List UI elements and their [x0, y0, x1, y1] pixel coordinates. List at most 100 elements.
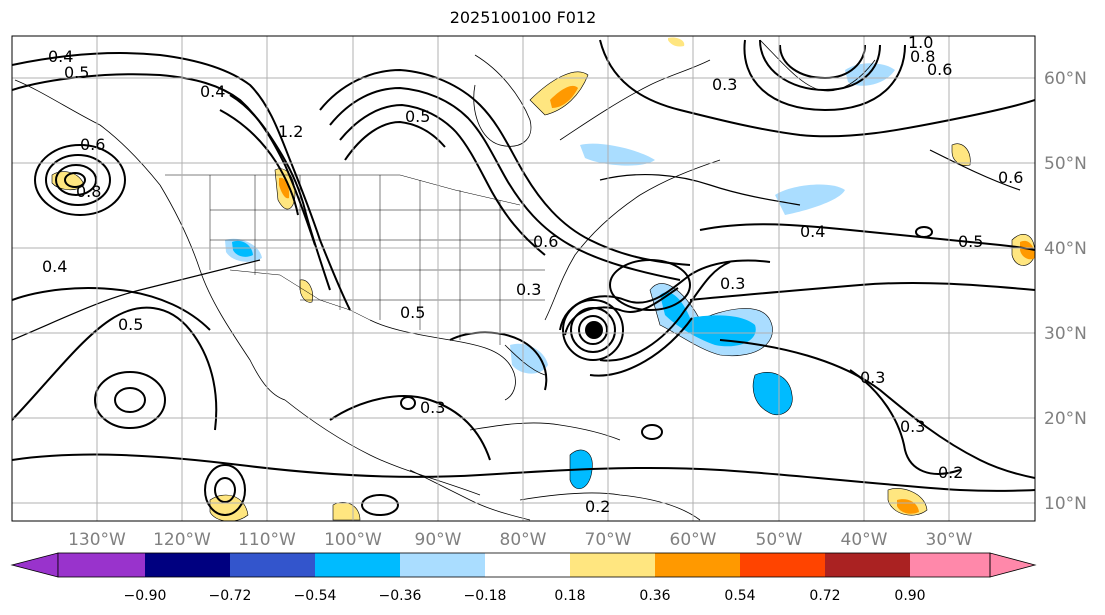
border-states-3: [419, 180, 501, 345]
contour-thin-2: [599, 173, 801, 206]
contour-pac-low-1: [114, 387, 146, 413]
colorbar-tick-label: 0.36: [639, 588, 670, 604]
contour-hurricane-eye-2: [570, 307, 616, 353]
contour-label: 0.5: [400, 303, 425, 322]
contour-label: 0.4: [800, 222, 825, 241]
lon-label-50w: 50°W: [756, 530, 803, 550]
shade-yellow-europe: [951, 143, 971, 166]
lon-label-120w: 120°W: [153, 530, 211, 550]
colorbar-tick-label: −0.72: [209, 588, 252, 604]
contour-label: 1.2: [278, 122, 303, 141]
colorbar-segment: [145, 553, 230, 577]
contour-small-4: [361, 494, 399, 516]
colorbar: [10, 552, 1037, 578]
contour-alaska-low-1: [34, 144, 126, 216]
contour-ridge-3: [339, 103, 546, 256]
colorbar-segment: [400, 553, 485, 577]
contour-hurricane-ext-1: [599, 261, 731, 362]
map-title: 2025100100 F012: [449, 8, 597, 27]
contour-label: 0.5: [118, 315, 143, 334]
contour-pac-south-1: [204, 464, 246, 516]
shade-cyan-mexico: [232, 240, 253, 257]
coastlines: [14, 39, 876, 521]
colorbar-ticks: −0.90 −0.72 −0.54 −0.36 −0.18 0.18 0.36 …: [124, 588, 926, 604]
colorbar-tick-label: 0.72: [809, 588, 840, 604]
graticule: [12, 36, 1035, 521]
contour-label: 0.2: [938, 463, 963, 482]
contour-label: 0.6: [998, 168, 1023, 187]
colorbar-segment: [655, 553, 740, 577]
contour-label: 0.6: [533, 232, 558, 251]
shade-blue-gulf: [510, 343, 548, 374]
contour-thin-3: [929, 149, 1021, 191]
coast-gulf: [369, 319, 516, 401]
contour-label: 0.3: [860, 368, 885, 387]
contour-south-1: [12, 453, 1035, 492]
contour-small-1: [400, 396, 416, 410]
colorbar-extend-low: [10, 552, 59, 578]
colorbar-segment: [825, 553, 910, 577]
colorbar-tick-label: 0.18: [554, 588, 585, 604]
contour-pac-low-2: [94, 371, 166, 429]
contour-alaska-low-2: [45, 154, 111, 206]
shade-yellow-alaska: [51, 171, 85, 191]
colorbar-tick-label: −0.90: [124, 588, 167, 604]
coast-alaska: [14, 79, 161, 186]
shade-yellow-baja: [299, 279, 313, 303]
contour-small-2: [915, 226, 933, 238]
lon-label-60w: 60°W: [670, 530, 717, 550]
shade-orange-eastatl: [1020, 240, 1035, 260]
colorbar-segment: [58, 553, 145, 577]
contour-lines-thin: [12, 149, 1021, 341]
colorbar-extend-high: [989, 552, 1037, 578]
contour-mexico-1: [329, 395, 491, 461]
contour-label: 0.3: [720, 274, 745, 293]
contour-trough-2: [219, 109, 299, 216]
lon-label-130w: 130°W: [68, 530, 126, 550]
contour-n2: [12, 73, 316, 246]
shade-blue-labrador: [580, 143, 655, 166]
lat-label-10n: 10°N: [1044, 494, 1087, 514]
lat-label-50n: 50°N: [1044, 154, 1087, 174]
contour-atl-3: [719, 339, 1035, 479]
contour-label: 0.4: [200, 82, 225, 101]
contour-lines: [12, 39, 1035, 516]
colorbar-segment: [570, 553, 655, 577]
contour-atl-2: [689, 281, 1035, 301]
contour-label: 0.6: [927, 60, 952, 79]
shade-orange-hudson: [550, 85, 578, 108]
contour-label: 0.5: [405, 107, 430, 126]
colorbar-tick-label: 0.54: [724, 588, 755, 604]
lon-label-90w: 90°W: [415, 530, 462, 550]
contour-label: 0.3: [900, 417, 925, 436]
lon-label-70w: 70°W: [585, 530, 632, 550]
coast-centralam: [409, 469, 531, 521]
shade-cyan-atlantic-2: [752, 372, 793, 416]
contour-label: 0.6: [80, 135, 105, 154]
contour-label: 0.5: [958, 232, 983, 251]
lat-label-20n: 20°N: [1044, 409, 1087, 429]
longitude-labels: 130°W 120°W 110°W 100°W 90°W 80°W 70°W 6…: [68, 530, 973, 550]
political-borders: [165, 174, 545, 345]
contour-hurricane-ext-2: [589, 317, 693, 377]
contour-africa-1: [849, 369, 961, 475]
colorbar-segment: [740, 553, 825, 577]
border-states-2: [210, 209, 545, 301]
contour-ridge-2: [329, 86, 681, 281]
border-us-canada: [165, 174, 521, 206]
lon-label-30w: 30°W: [926, 530, 973, 550]
lat-label-30n: 30°N: [1044, 324, 1087, 344]
colorbar-tick-label: −0.18: [464, 588, 507, 604]
contour-label-group: 0.4 0.5 0.4 1.2 0.5 0.6 0.3 0.4 0.5 0.6 …: [42, 36, 1023, 516]
contour-label: 0.3: [420, 398, 445, 417]
contour-pac-south-2: [214, 477, 236, 503]
contour-thin-1: [12, 259, 261, 341]
colorbar-segment: [485, 553, 570, 577]
coast-hudson: [473, 54, 532, 147]
contour-n1: [12, 52, 351, 311]
contour-label: 0.3: [516, 280, 541, 299]
lon-label-40w: 40°W: [841, 530, 888, 550]
coast-westcoast: [159, 184, 286, 401]
shade-blue-greenland: [845, 63, 895, 86]
